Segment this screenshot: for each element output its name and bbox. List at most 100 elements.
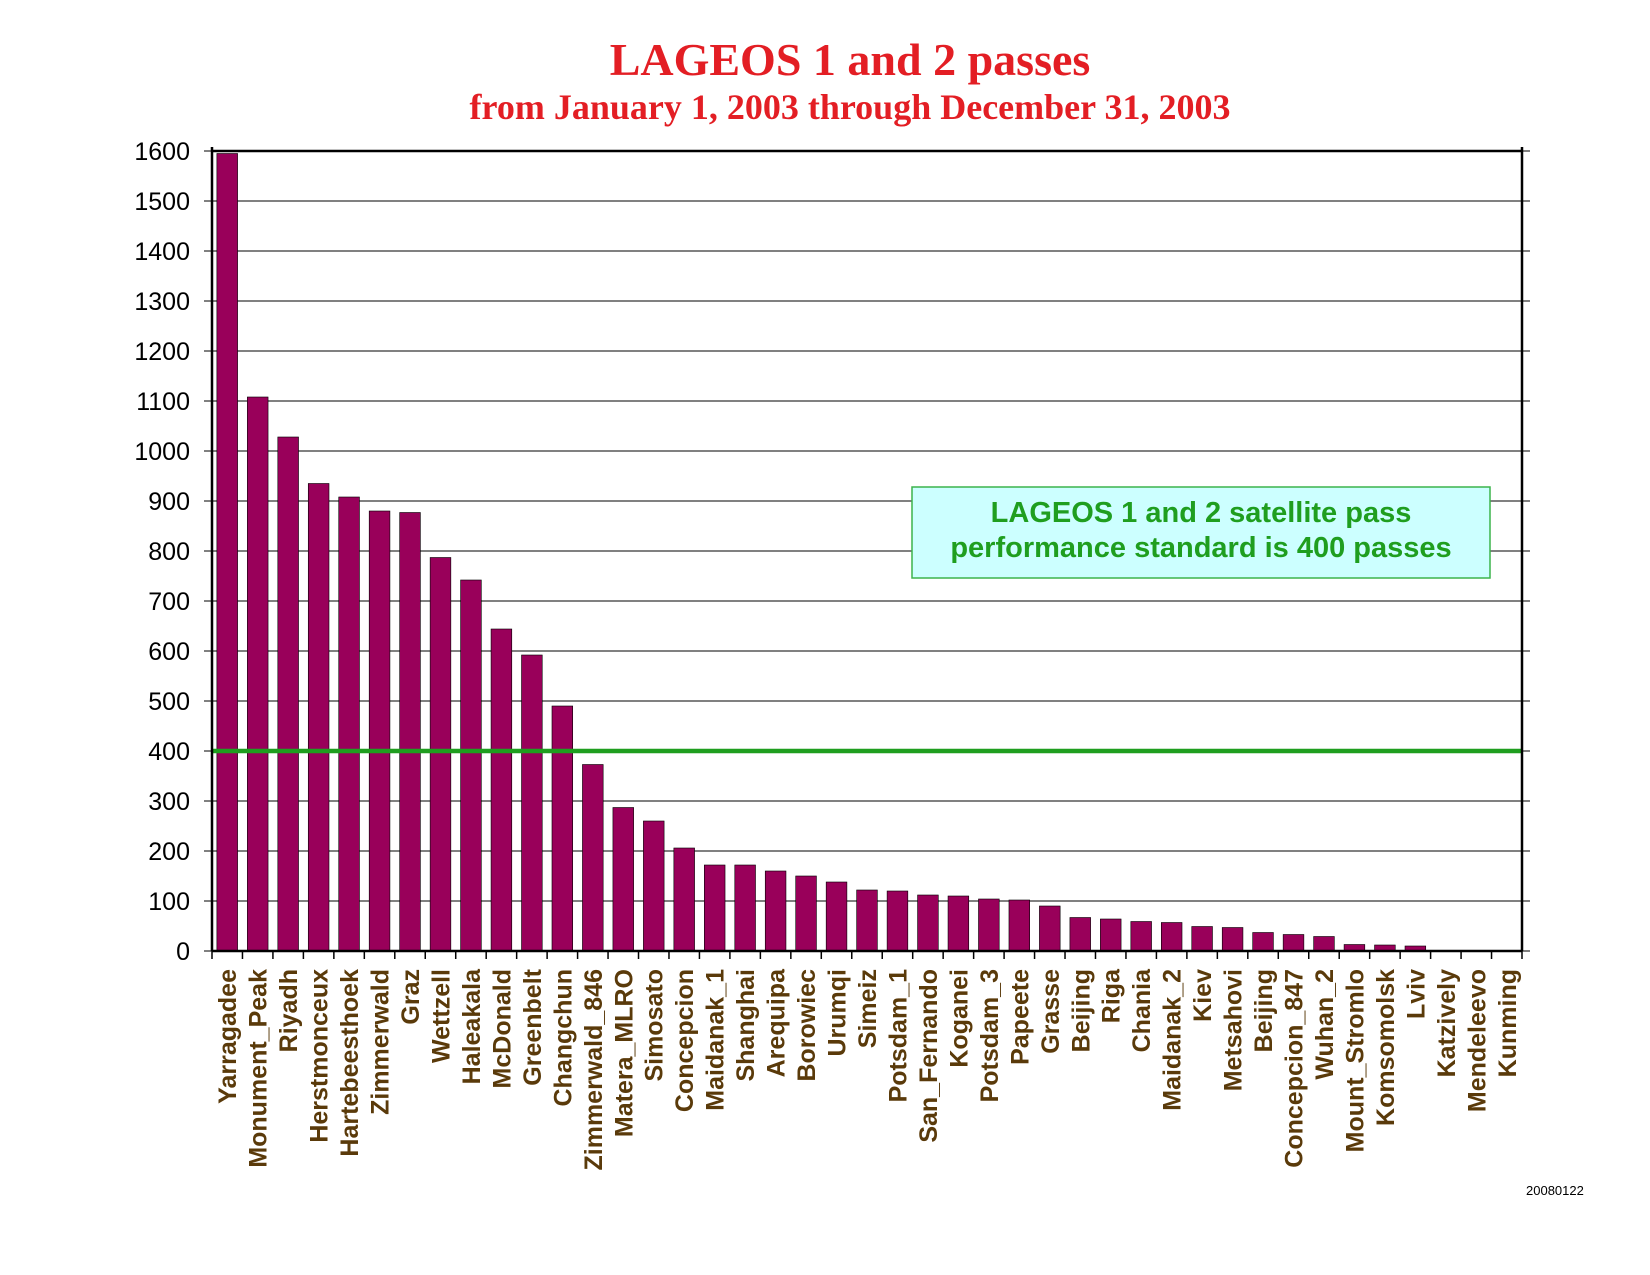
bar [764,870,787,952]
x-tick-label: Beijing [1067,969,1095,1052]
bar [1313,936,1335,952]
y-tick-labels: 0 100 200 300 400 500 600 700 800 900 1000 1100 1200… [134,138,190,966]
x-tick-label: Borowiec [793,969,821,1082]
x-tick-label: Herstmonceux [306,969,334,1143]
x-tick-label: Greenbelt [519,968,547,1085]
bar [856,889,878,952]
x-tick-label: Changchun [549,969,577,1107]
y-tick-label: 900 [148,488,190,516]
x-tick-label: Riyadh [275,969,303,1052]
bar [338,496,360,952]
x-tick-label: San_Fernando [915,969,943,1143]
x-tick-label: Simosato [641,969,669,1082]
y-tick-label: 100 [148,888,190,916]
y-tick-label: 1000 [134,438,190,466]
y-tick-label: 500 [148,688,190,716]
y-tick-label: 200 [148,838,190,866]
bar [247,396,269,952]
x-tick-label: Yarragadee [214,969,242,1104]
bar [795,875,817,952]
bar [612,807,634,952]
x-tick-label: Zimmerwald_846 [580,969,608,1171]
x-tick-label: Grasse [1037,969,1065,1054]
bar [460,579,482,952]
x-tick-label: Mount_Stromlo [1341,969,1369,1152]
x-tick-label: Concepcion_847 [1281,969,1309,1168]
bar [1069,917,1091,952]
x-tick-label: Urumqi [824,969,852,1057]
y-tick-label: 300 [148,788,190,816]
bar [1221,927,1244,952]
bar [216,153,238,952]
x-tick-labels: Yarragadee Monument_Peak Riyadh Herstmonceu… [214,968,1522,1171]
bar [704,864,726,952]
y-tick-label: 1100 [136,388,190,416]
bar [947,895,970,952]
x-tick-label: Mendeleevo [1463,969,1491,1112]
x-tick-label: Potsdam_3 [976,969,1004,1102]
y-tick-label: 400 [148,738,190,766]
bar [521,654,543,952]
annotation-background [911,486,1491,579]
x-tick-label: McDonald [488,969,516,1088]
bar [368,510,391,952]
bar [734,864,756,952]
x-tick-label: Maidanak_2 [1159,969,1187,1111]
y-tick-label: 1400 [134,238,190,266]
x-tick-label: Beijing [1250,969,1278,1052]
x-tick-label: Arequipa [763,968,791,1077]
date-stamp: 20080122 [1526,1183,1584,1198]
bar [886,890,909,952]
x-tick-label: Wuhan_2 [1311,969,1339,1080]
y-tick-label: 1500 [134,188,190,216]
bar [917,894,939,952]
bar [1282,934,1305,952]
x-tick-label: Haleakala [458,968,486,1084]
bar [1008,899,1030,952]
x-tick-label: Metsahovi [1220,969,1248,1091]
x-tick-label: Concepcion [671,969,699,1112]
y-tick-label: 1600 [134,138,190,166]
y-tick-label: 1300 [134,288,190,316]
chart-subtitle: from January 1, 2003 through December 31… [469,87,1231,127]
bar [825,881,848,952]
x-tick-label: Kunming [1494,969,1522,1077]
axes [210,147,1524,959]
x-tick-label: Papeete [1006,969,1034,1065]
bar [1160,922,1183,952]
bar [399,512,421,952]
bar [978,898,1000,952]
x-tick-label: Komsomolsk [1372,969,1400,1126]
annotation-line-1: LAGEOS 1 and 2 satellite pass [991,497,1412,529]
chart-title: LAGEOS 1 and 2 passes [609,34,1091,85]
x-tick-label: Maidanak_1 [702,969,730,1111]
bar [1252,932,1274,952]
bar [1100,918,1122,952]
bar [490,628,513,952]
bar [643,820,665,952]
bar [1039,905,1061,952]
x-tick-label: Shanghai [732,969,760,1082]
x-tick-label: Graz [397,969,425,1025]
bar [277,436,299,952]
x-tick-label: Chania [1128,968,1156,1052]
x-tick-label: Simeiz [854,969,882,1048]
x-tick-label: Monument_Peak [245,969,273,1168]
bar [582,764,604,952]
bar [1191,926,1213,952]
x-tick-label: Wettzell [427,969,455,1063]
bar [673,847,695,952]
bar [307,483,330,952]
y-tick-label: 600 [148,638,190,666]
annotation-box: LAGEOS 1 and 2 satellite pass performanc… [911,486,1491,579]
x-tick-label: Koganei [945,969,973,1068]
x-tick-label: Kiev [1189,969,1217,1022]
y-tick-label: 800 [148,538,190,566]
x-tick-label: Hartebeesthoek [336,969,364,1157]
bar [1130,921,1152,952]
bar [551,705,574,952]
bar [429,557,452,952]
y-tick-label: 1200 [134,338,190,366]
annotation-line-2: performance standard is 400 passes [950,532,1451,564]
